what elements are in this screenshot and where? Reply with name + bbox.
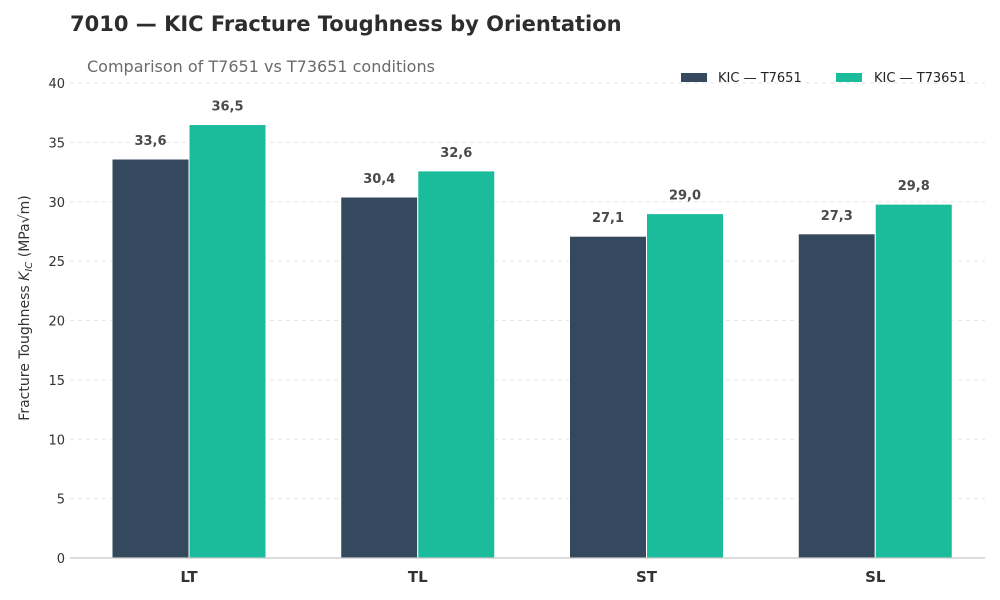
y-tick-label: 5 <box>57 493 65 508</box>
x-tick-label-sl: SL <box>865 568 886 586</box>
y-tick-label: 25 <box>48 255 65 270</box>
x-tick-label-lt: LT <box>180 568 198 586</box>
value-label-st-series-0: 27,1 <box>592 211 624 226</box>
value-label-tl-series-1: 32,6 <box>440 146 472 161</box>
y-tick-label: 20 <box>48 315 65 330</box>
x-axis-ticks: LT TL ST SL <box>180 568 886 586</box>
value-label-st-series-1: 29,0 <box>669 189 701 204</box>
y-tick-label: 15 <box>48 374 65 389</box>
y-axis-ticks: 0 5 10 15 20 25 30 35 40 <box>48 77 65 567</box>
bar-sl-series-1 <box>874 203 953 559</box>
y-tick-label: 40 <box>48 77 65 92</box>
legend-swatch-t7651 <box>681 73 707 82</box>
y-tick-label: 10 <box>48 433 65 448</box>
legend: KIC — T7651 KIC — T73651 <box>681 71 966 86</box>
y-axis-label-symbol: K <box>17 270 33 281</box>
bar-lt-series-1 <box>188 124 267 559</box>
y-axis-label-prefix: Fracture Toughness <box>17 281 33 421</box>
value-label-tl-series-0: 30,4 <box>363 172 395 187</box>
legend-label-t73651: KIC — T73651 <box>874 71 966 86</box>
bar-tl-series-0 <box>340 196 419 559</box>
y-axis-label-subscript: IC <box>24 262 35 272</box>
bar-st-series-1 <box>646 213 724 559</box>
value-label-lt-series-0: 33,6 <box>134 134 166 149</box>
chart-title: 7010 — KIC Fracture Toughness by Orienta… <box>70 12 622 36</box>
value-labels: 33,6 36,5 30,4 32,6 27,1 29,0 27,3 29,8 <box>134 100 929 227</box>
y-tick-label: 0 <box>57 552 65 567</box>
y-tick-label: 30 <box>48 196 65 211</box>
bar-st-series-0 <box>569 235 647 559</box>
value-label-lt-series-1: 36,5 <box>211 100 243 115</box>
bar-lt-series-0 <box>111 158 190 559</box>
value-label-sl-series-1: 29,8 <box>898 179 930 194</box>
y-tick-label: 35 <box>48 136 65 151</box>
y-axis-label: Fracture Toughness KIC (MPa√m) <box>17 195 35 420</box>
x-tick-label-tl: TL <box>408 568 428 586</box>
bars <box>111 124 953 559</box>
bar-sl-series-0 <box>797 233 876 559</box>
y-axis-label-unit: (MPa√m) <box>17 195 33 261</box>
chart-subtitle: Comparison of T7651 vs T73651 conditions <box>87 57 435 76</box>
legend-swatch-t73651 <box>836 73 862 82</box>
bar-tl-series-1 <box>417 170 496 559</box>
legend-label-t7651: KIC — T7651 <box>718 71 802 86</box>
value-label-sl-series-0: 27,3 <box>821 209 853 224</box>
x-tick-label-st: ST <box>636 568 658 586</box>
